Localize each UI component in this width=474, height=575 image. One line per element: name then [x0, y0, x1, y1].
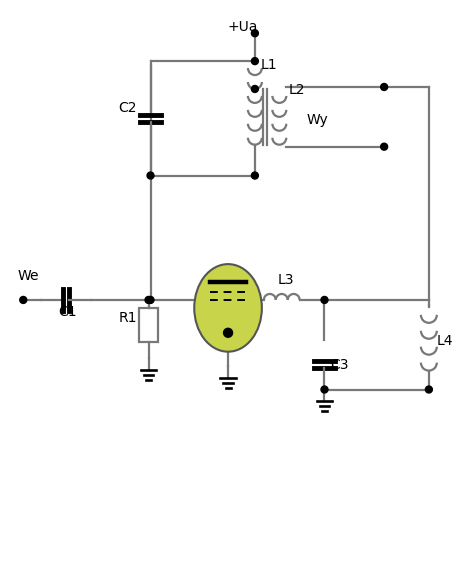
Circle shape: [147, 172, 154, 179]
Circle shape: [321, 386, 328, 393]
Circle shape: [381, 143, 388, 150]
Circle shape: [321, 297, 328, 304]
Text: We: We: [17, 269, 39, 283]
Text: R1: R1: [118, 311, 137, 325]
Circle shape: [145, 297, 152, 304]
Circle shape: [251, 58, 258, 64]
Text: L3: L3: [278, 273, 294, 287]
Text: +Ua: +Ua: [227, 20, 257, 34]
Text: L1: L1: [261, 58, 277, 72]
Text: Wy: Wy: [306, 113, 328, 127]
Ellipse shape: [194, 264, 262, 352]
Text: C3: C3: [330, 358, 349, 371]
Circle shape: [251, 86, 258, 93]
Text: L2: L2: [288, 83, 305, 97]
Text: C1: C1: [58, 305, 77, 319]
Circle shape: [251, 30, 258, 37]
Bar: [138, 308, 158, 342]
Circle shape: [147, 297, 154, 304]
Circle shape: [381, 83, 388, 90]
Circle shape: [425, 386, 432, 393]
Circle shape: [251, 172, 258, 179]
Circle shape: [20, 297, 27, 304]
Text: C2: C2: [118, 101, 137, 116]
Circle shape: [224, 328, 233, 338]
Text: L4: L4: [437, 334, 453, 348]
